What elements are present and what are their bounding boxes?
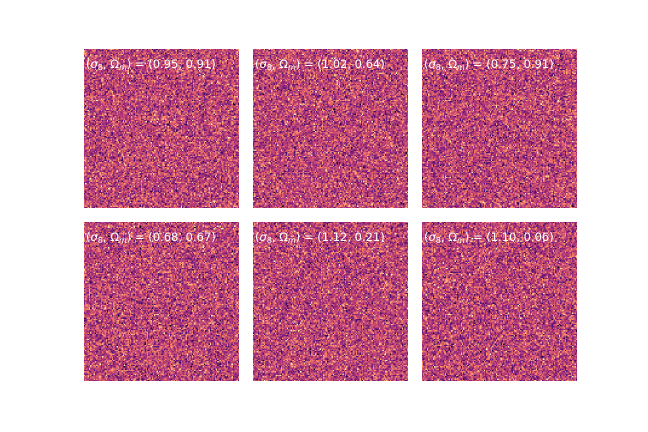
panel-values: (1.02, 0.64) xyxy=(317,57,385,71)
noise-map-image xyxy=(422,222,577,381)
omega-symbol: Ω xyxy=(110,230,119,244)
noise-map-image xyxy=(84,49,239,208)
simulation-map-panel: (σ8, Ωm) = (1.02, 0.64) xyxy=(253,49,408,208)
noise-map-image xyxy=(253,222,408,381)
label-open: ( xyxy=(424,57,429,71)
omega-symbol: Ω xyxy=(448,230,457,244)
label-comma: , xyxy=(102,230,111,244)
sigma-symbol: σ xyxy=(428,230,436,244)
panel-label: (σ8, Ωm) = (1.10, 0.06) xyxy=(424,230,554,248)
panel-label: (σ8, Ωm) = (0.68, 0.67) xyxy=(86,230,216,248)
sigma-subscript: 8 xyxy=(266,63,272,72)
label-equals: ) = xyxy=(126,230,149,244)
label-comma: , xyxy=(271,57,280,71)
sigma-subscript: 8 xyxy=(97,236,103,245)
label-comma: , xyxy=(440,230,449,244)
noise-map-image xyxy=(422,49,577,208)
label-open: ( xyxy=(424,230,429,244)
label-equals: ) = xyxy=(295,230,318,244)
simulation-map-panel: (σ8, Ωm) = (1.10, 0.06) xyxy=(422,222,577,381)
omega-subscript: m xyxy=(457,63,465,72)
panel-values: (0.95, 0.91) xyxy=(148,57,216,71)
omega-subscript: m xyxy=(288,236,296,245)
sigma-symbol: σ xyxy=(90,230,98,244)
sigma-symbol: σ xyxy=(259,57,267,71)
panel-values: (0.75, 0.91) xyxy=(486,57,554,71)
label-open: ( xyxy=(255,57,260,71)
omega-symbol: Ω xyxy=(279,230,288,244)
omega-subscript: m xyxy=(119,236,127,245)
panel-label: (σ8, Ωm) = (0.75, 0.91) xyxy=(424,57,554,75)
panel-values: (0.68, 0.67) xyxy=(148,230,216,244)
label-equals: ) = xyxy=(464,230,487,244)
label-open: ( xyxy=(86,57,91,71)
simulation-map-panel: (σ8, Ωm) = (0.75, 0.91) xyxy=(422,49,577,208)
sigma-subscript: 8 xyxy=(266,236,272,245)
label-open: ( xyxy=(86,230,91,244)
noise-map-image xyxy=(253,49,408,208)
noise-map-image xyxy=(84,222,239,381)
panel-label: (σ8, Ωm) = (1.12, 0.21) xyxy=(255,230,385,248)
label-open: ( xyxy=(255,230,260,244)
simulation-map-panel: (σ8, Ωm) = (0.95, 0.91) xyxy=(84,49,239,208)
omega-symbol: Ω xyxy=(279,57,288,71)
sigma-symbol: σ xyxy=(259,230,267,244)
label-comma: , xyxy=(440,57,449,71)
sigma-subscript: 8 xyxy=(97,63,103,72)
label-equals: ) = xyxy=(464,57,487,71)
sigma-symbol: σ xyxy=(90,57,98,71)
omega-subscript: m xyxy=(457,236,465,245)
simulation-map-panel: (σ8, Ωm) = (0.68, 0.67) xyxy=(84,222,239,381)
sigma-subscript: 8 xyxy=(435,63,441,72)
simulation-map-panel: (σ8, Ωm) = (1.12, 0.21) xyxy=(253,222,408,381)
panel-values: (1.10, 0.06) xyxy=(486,230,554,244)
panel-values: (1.12, 0.21) xyxy=(317,230,385,244)
omega-symbol: Ω xyxy=(110,57,119,71)
sigma-symbol: σ xyxy=(428,57,436,71)
panel-label: (σ8, Ωm) = (0.95, 0.91) xyxy=(86,57,216,75)
sigma-subscript: 8 xyxy=(435,236,441,245)
omega-subscript: m xyxy=(119,63,127,72)
omega-subscript: m xyxy=(288,63,296,72)
label-comma: , xyxy=(102,57,111,71)
panel-label: (σ8, Ωm) = (1.02, 0.64) xyxy=(255,57,385,75)
label-comma: , xyxy=(271,230,280,244)
label-equals: ) = xyxy=(295,57,318,71)
label-equals: ) = xyxy=(126,57,149,71)
omega-symbol: Ω xyxy=(448,57,457,71)
